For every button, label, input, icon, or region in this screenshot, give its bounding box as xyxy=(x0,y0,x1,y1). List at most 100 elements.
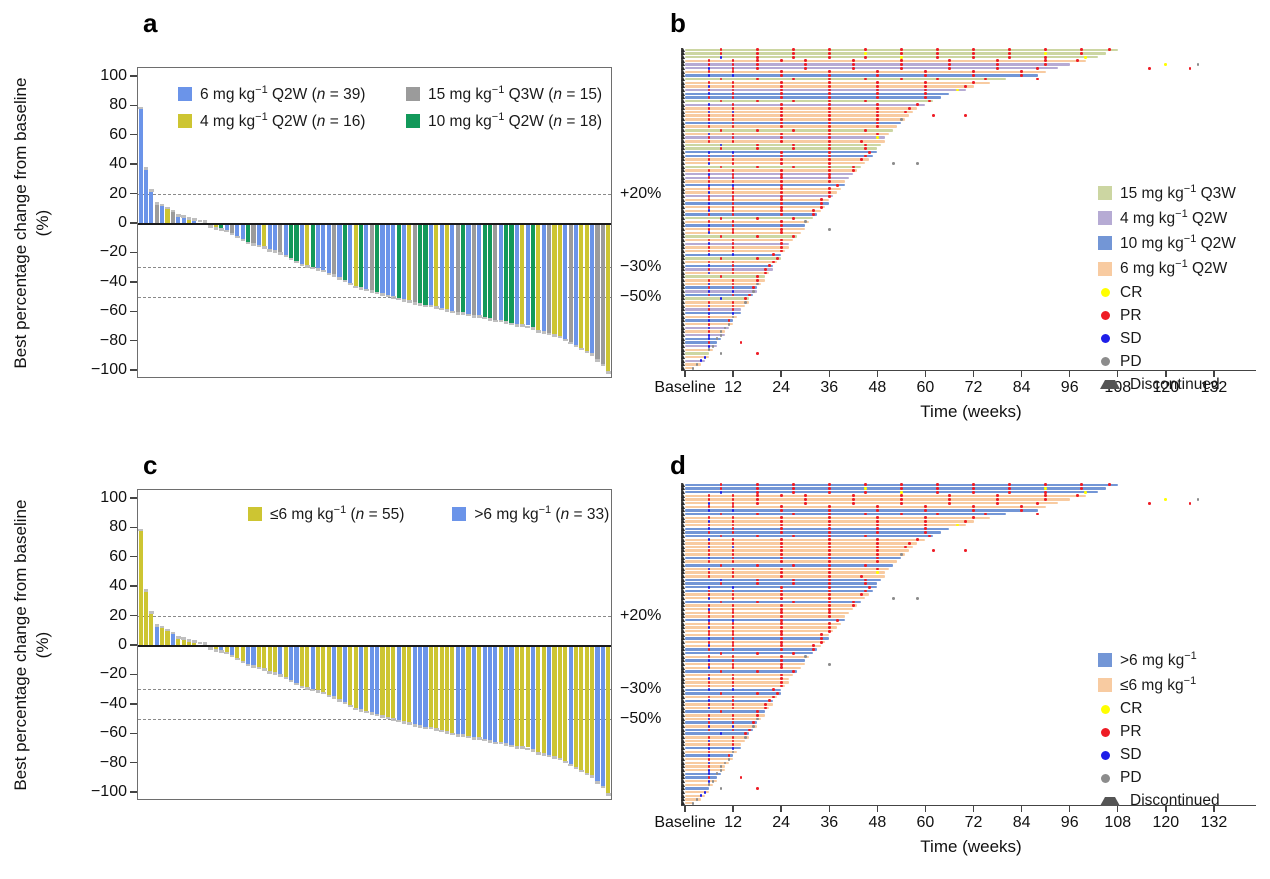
threshold-dash-line xyxy=(138,718,611,720)
bar-tip-marker xyxy=(342,279,348,283)
waterfall-bar xyxy=(391,645,396,719)
bar-tip-marker xyxy=(310,266,315,270)
response-marker-dot xyxy=(875,106,879,110)
response-marker-dot xyxy=(1036,512,1040,516)
response-marker-dot xyxy=(972,509,975,512)
waterfall-bar xyxy=(251,223,256,244)
y-tick-label: 80 xyxy=(109,518,127,536)
response-marker-dot xyxy=(875,516,879,520)
response-marker-dot xyxy=(779,622,783,626)
discontinued-triangle-marker xyxy=(681,603,686,608)
waterfall-bar xyxy=(337,645,342,699)
response-marker-dot xyxy=(827,585,831,589)
response-marker-dot xyxy=(827,520,831,523)
response-marker-dot xyxy=(731,231,735,235)
response-marker-dot xyxy=(743,732,747,736)
response-marker-dot xyxy=(924,95,927,99)
bar-tip-marker xyxy=(471,315,477,318)
bar-tip-marker xyxy=(503,321,509,324)
bar-tip-marker xyxy=(541,331,546,334)
response-marker-dot xyxy=(707,172,711,176)
response-marker-dot xyxy=(916,103,919,107)
response-marker-dot xyxy=(755,487,759,490)
y-tick-label: −80 xyxy=(99,753,127,771)
response-marker-dot xyxy=(863,147,867,151)
response-marker-dot xyxy=(731,103,735,107)
bar-tip-marker xyxy=(536,329,541,333)
response-marker-dot xyxy=(916,161,919,165)
response-marker-dot xyxy=(731,721,735,725)
bar-tip-marker xyxy=(358,287,364,290)
swimmer-bar xyxy=(685,66,1058,70)
response-marker-dot xyxy=(731,596,735,600)
response-marker-dot xyxy=(707,648,711,651)
response-marker-dot xyxy=(803,220,807,224)
bar-tip-marker xyxy=(342,701,348,705)
discontinued-triangle-marker xyxy=(681,749,686,754)
response-marker-dot xyxy=(779,589,783,593)
response-marker-dot xyxy=(755,713,759,717)
bar-tip-marker xyxy=(235,657,240,661)
pd-dot-icon xyxy=(1101,773,1110,783)
waterfall-bar xyxy=(434,645,439,729)
response-marker-dot xyxy=(731,271,735,275)
response-marker-dot xyxy=(827,169,831,172)
discontinued-triangle-marker xyxy=(681,731,686,736)
response-marker-dot xyxy=(731,724,735,728)
waterfall-bar xyxy=(380,645,385,716)
response-marker-dot xyxy=(827,615,831,618)
bar-tip-marker xyxy=(267,248,272,252)
response-marker-dot xyxy=(779,607,783,611)
discontinued-triangle-marker xyxy=(681,186,686,191)
cr-dot-icon xyxy=(1101,288,1110,298)
waterfall-bar xyxy=(439,645,444,730)
x-tick-mark xyxy=(780,806,782,812)
legend-item-6mg: 6 mg kg−1 Q2W (n = 39) xyxy=(178,84,406,104)
x-tick-mark xyxy=(732,806,734,812)
response-marker-dot xyxy=(924,509,927,512)
bar-tip-marker xyxy=(272,672,278,676)
response-marker-dot xyxy=(707,549,711,553)
swimmer-bar xyxy=(685,560,898,563)
response-marker-dot xyxy=(731,633,735,637)
swimmer-bar xyxy=(685,703,774,706)
waterfall-bar xyxy=(428,223,433,305)
legend-item-15mg-q3w: 15 mg kg−1 Q3W xyxy=(1098,183,1236,203)
response-marker-dot xyxy=(755,77,759,81)
zero-baseline-line xyxy=(138,223,611,225)
bar-tip-marker xyxy=(299,685,305,689)
swimmer-bar xyxy=(685,750,738,754)
response-marker-dot xyxy=(767,699,771,703)
response-marker-dot xyxy=(719,732,723,736)
waterfall-bar xyxy=(262,223,267,247)
response-marker-dot xyxy=(731,260,735,264)
response-marker-dot xyxy=(719,143,723,147)
response-marker-dot xyxy=(863,55,867,59)
swimmer-bar xyxy=(685,220,810,223)
response-marker-dot xyxy=(731,509,735,512)
y-tick-mark xyxy=(130,732,137,734)
discontinued-triangle-marker xyxy=(681,270,686,275)
response-marker-dot xyxy=(779,549,783,553)
response-marker-dot xyxy=(803,63,807,66)
waterfall-bar xyxy=(444,223,450,310)
response-marker-dot xyxy=(899,490,903,494)
response-marker-dot xyxy=(827,512,831,516)
waterfall-bar xyxy=(498,223,503,320)
response-marker-dot xyxy=(779,70,783,74)
response-marker-dot xyxy=(924,74,927,77)
response-marker-dot xyxy=(875,567,879,571)
response-marker-dot xyxy=(739,776,743,779)
waterfall-bar xyxy=(138,531,143,646)
swimmer-bar xyxy=(685,801,693,805)
discontinued-triangle-marker xyxy=(681,541,686,546)
response-marker-dot xyxy=(707,739,711,743)
discontinued-triangle-marker xyxy=(681,537,686,542)
swimmer-bar xyxy=(685,706,770,710)
response-marker-dot xyxy=(791,128,795,132)
legend-item-gt6mg: >6 mg kg−1 xyxy=(1098,650,1220,670)
response-marker-dot xyxy=(707,191,711,194)
waterfall-bar xyxy=(514,645,519,747)
response-marker-dot xyxy=(779,242,783,246)
